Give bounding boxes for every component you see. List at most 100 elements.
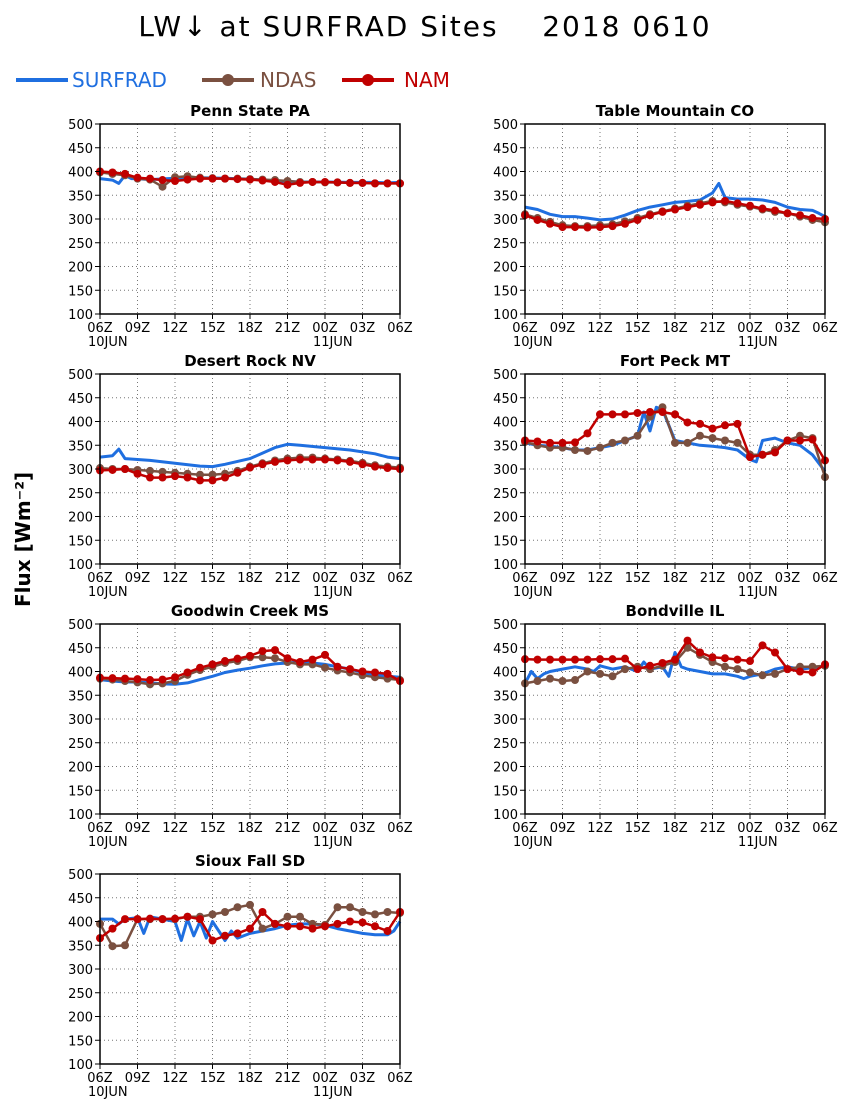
data-point-nam <box>371 668 379 677</box>
y-tick-label: 350 <box>68 689 93 704</box>
data-point-ndas <box>346 903 354 912</box>
y-tick-label: 450 <box>493 642 518 657</box>
data-point-nam <box>233 654 242 663</box>
series-nam <box>96 167 404 189</box>
data-point-nam <box>258 176 267 185</box>
x-tick-label: 06Z <box>387 321 413 336</box>
x-tick-label: 15Z <box>625 821 651 836</box>
y-tick-label: 100 <box>493 558 518 573</box>
data-point-nam <box>571 223 579 232</box>
data-point-ndas <box>208 470 217 479</box>
x-tick-label: 21Z <box>275 571 301 586</box>
data-point-ndas <box>146 466 154 475</box>
series-line-surfrad <box>100 915 402 942</box>
data-point-nam <box>371 922 379 931</box>
data-point-nam <box>708 424 717 433</box>
data-point-nam <box>683 203 692 212</box>
data-point-nam <box>171 673 179 682</box>
data-point-nam <box>233 468 242 477</box>
data-point-ndas <box>608 438 617 447</box>
data-point-nam <box>721 421 729 430</box>
data-point-nam <box>758 204 767 213</box>
y-tick-label: 400 <box>68 416 93 431</box>
data-point-nam <box>196 663 204 672</box>
x-tick-label: 06Z <box>812 321 838 336</box>
data-point-nam <box>258 647 267 656</box>
data-point-nam <box>696 200 704 209</box>
data-point-nam <box>296 455 304 464</box>
x-tick-label: 03Z <box>350 821 376 836</box>
x-tick-label: 09Z <box>125 821 151 836</box>
y-tick-label: 500 <box>68 118 93 133</box>
x-tick-label: 18Z <box>237 571 263 586</box>
data-point-nam <box>733 655 742 664</box>
series-nam <box>96 908 404 945</box>
data-point-nam <box>146 473 154 482</box>
data-point-nam <box>146 914 154 923</box>
panel-title: Goodwin Creek MS <box>171 602 329 620</box>
series-surfrad <box>99 442 401 469</box>
data-point-ndas <box>558 677 567 685</box>
panel-title: Desert Rock NV <box>184 352 316 370</box>
data-point-nam <box>171 914 179 923</box>
panel-fort-peck-mt: Fort Peck MT 100 150 200 250 300 350 400 450 500 0… <box>493 352 838 600</box>
data-point-nam <box>271 177 279 186</box>
data-point-nam <box>271 457 279 466</box>
data-point-nam <box>646 661 654 670</box>
x-tick-label: 00Z <box>312 571 338 586</box>
data-point-ndas <box>633 431 642 440</box>
data-point-nam <box>346 178 354 187</box>
x-tick-label: 15Z <box>200 321 226 336</box>
y-tick-label: 300 <box>68 213 93 228</box>
data-point-ndas <box>196 470 204 479</box>
y-tick-label: 100 <box>493 308 518 323</box>
data-point-nam <box>346 665 354 674</box>
data-point-nam <box>158 473 167 482</box>
x-tick-label: 06Z <box>387 821 413 836</box>
data-point-nam <box>621 654 629 663</box>
x-tick-label: 06Z <box>387 1071 413 1086</box>
data-point-nam <box>546 219 554 228</box>
x-tick-label: 12Z <box>162 321 188 336</box>
y-tick-label: 250 <box>493 737 518 752</box>
x-tick-label: 15Z <box>200 571 226 586</box>
data-point-nam <box>358 178 367 187</box>
x-tick-label: 06Z <box>387 571 413 586</box>
panel-goodwin-creek-ms: Goodwin Creek MS 100 150 200 250 300 350 400 450… <box>68 602 413 850</box>
y-tick-label: 350 <box>493 189 518 204</box>
x-tick-label: 09Z <box>125 571 151 586</box>
data-point-nam <box>183 175 192 184</box>
data-point-nam <box>221 931 229 940</box>
y-tick-label: 300 <box>493 463 518 478</box>
data-point-nam <box>108 674 117 683</box>
y-tick-label: 250 <box>68 237 93 252</box>
x-tick-label: 12Z <box>162 821 188 836</box>
y-tick-label: 200 <box>493 761 518 776</box>
data-point-ndas <box>671 438 679 447</box>
data-point-nam <box>533 655 542 664</box>
series-line-surfrad <box>524 181 826 222</box>
y-tick-label: 400 <box>68 666 93 681</box>
data-point-nam <box>721 196 729 205</box>
data-point-nam <box>696 648 704 657</box>
y-tick-label: 350 <box>68 939 93 954</box>
x-tick-label: 21Z <box>275 1071 301 1086</box>
legend-label-nam: NAM <box>404 68 450 92</box>
data-point-nam <box>621 219 629 228</box>
data-point-nam <box>308 177 317 186</box>
data-point-nam <box>683 418 692 427</box>
x-date-label: 10JUN <box>88 1085 128 1100</box>
data-point-nam <box>733 419 742 428</box>
data-point-ndas <box>733 438 742 447</box>
x-tick-label: 06Z <box>512 571 538 586</box>
data-point-nam <box>283 654 292 663</box>
data-point-nam <box>383 927 392 935</box>
data-point-nam <box>296 658 304 666</box>
y-tick-label: 100 <box>68 308 93 323</box>
data-point-nam <box>158 915 167 924</box>
y-tick-label: 500 <box>68 618 93 633</box>
data-point-ndas <box>296 912 304 921</box>
x-tick-label: 06Z <box>812 821 838 836</box>
data-point-nam <box>133 675 142 684</box>
y-tick-label: 450 <box>68 392 93 407</box>
